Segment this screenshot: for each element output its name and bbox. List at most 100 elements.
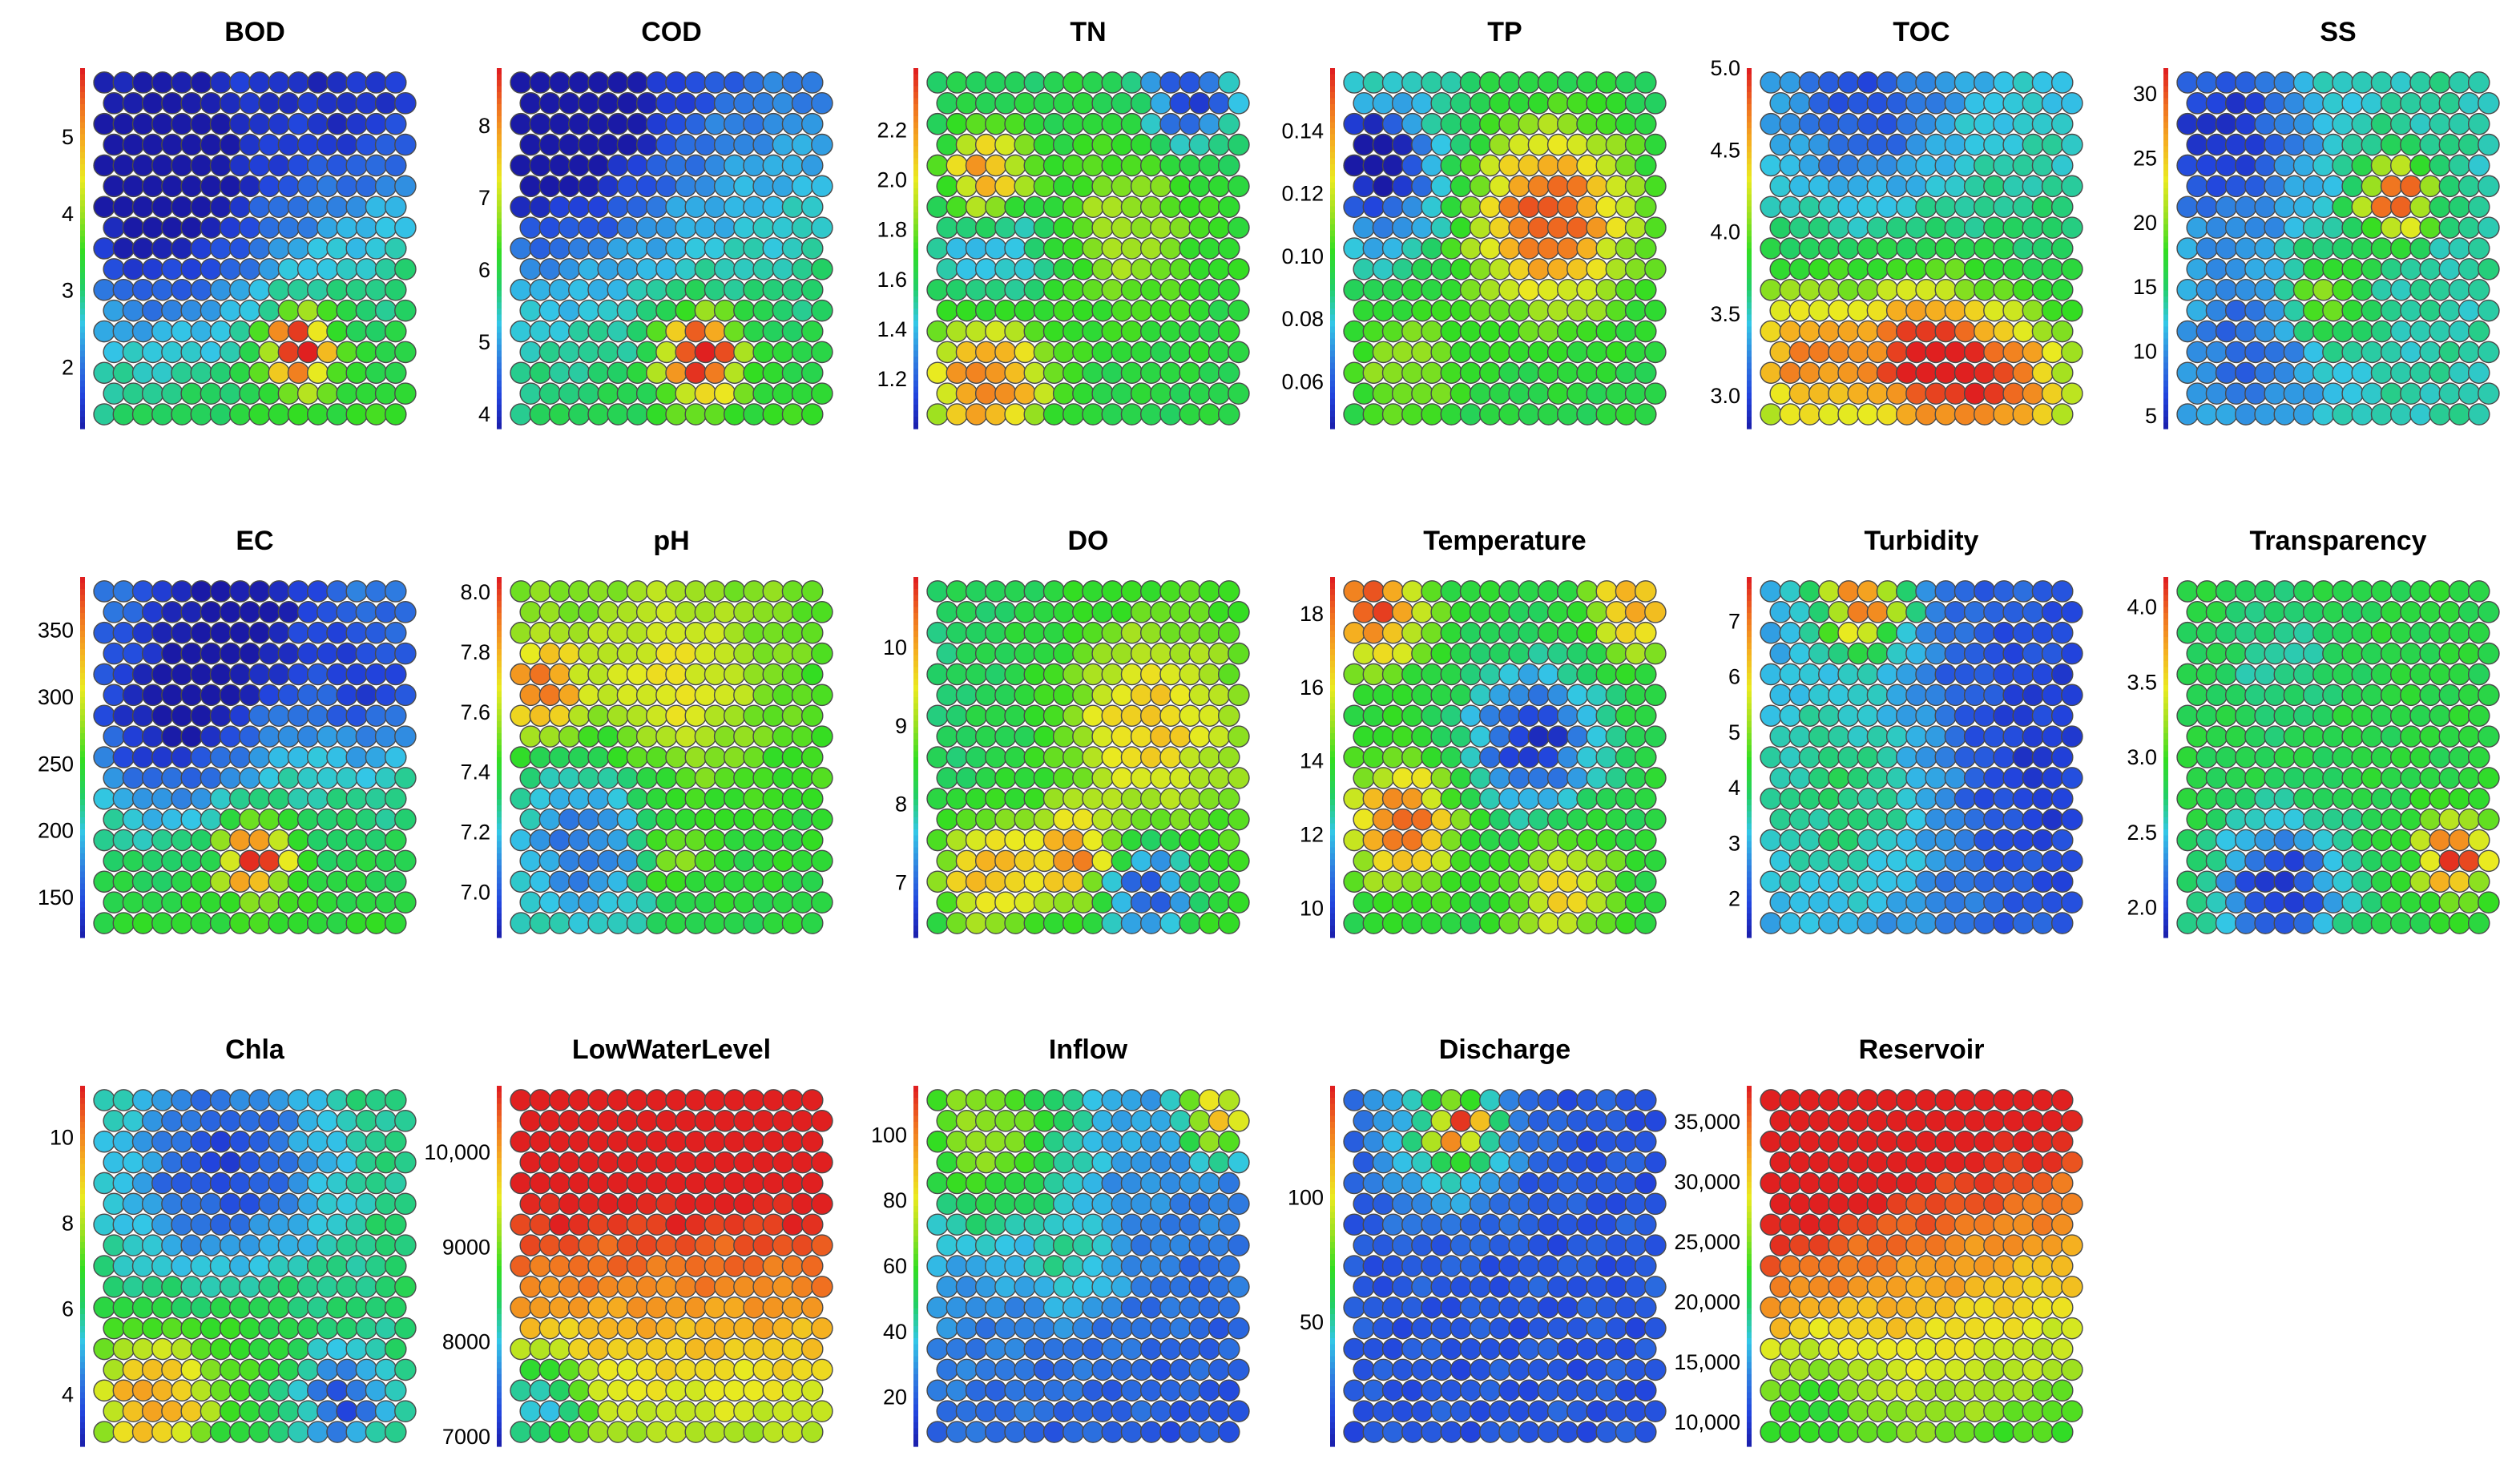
som-node xyxy=(626,580,649,603)
som-node xyxy=(394,642,417,665)
som-node xyxy=(1983,258,2006,280)
som-node xyxy=(1769,808,1792,831)
som-node xyxy=(1343,621,1365,644)
som-node xyxy=(374,601,397,623)
som-node xyxy=(811,299,833,322)
colorbar-segment xyxy=(1747,763,1752,770)
som-node xyxy=(800,912,824,934)
som-node xyxy=(1217,1089,1240,1111)
som-node xyxy=(1159,278,1182,301)
som-node xyxy=(675,1151,697,1174)
som-node xyxy=(171,1089,193,1111)
som-node xyxy=(2478,642,2500,665)
som-node xyxy=(219,767,242,789)
som-node xyxy=(345,278,369,301)
som-node xyxy=(762,1379,785,1402)
som-node xyxy=(597,1276,620,1298)
colorbar-segment xyxy=(1330,68,1335,75)
som-node xyxy=(1469,133,1492,156)
colorbar-segment xyxy=(913,655,918,662)
som-node xyxy=(1004,621,1026,644)
som-node xyxy=(2458,216,2481,239)
colorbar-tick-label: 9 xyxy=(895,714,907,738)
som-node xyxy=(1615,196,1638,219)
som-node xyxy=(791,299,814,322)
som-node xyxy=(713,808,736,831)
som-node xyxy=(510,361,532,385)
som-node xyxy=(112,580,135,603)
som-node xyxy=(1925,891,1947,913)
som-node xyxy=(258,341,280,364)
som-node xyxy=(1769,216,1792,239)
som-node xyxy=(355,808,378,831)
som-node xyxy=(2186,299,2209,322)
som-node xyxy=(248,1130,271,1153)
som-node xyxy=(2176,154,2199,177)
som-node xyxy=(296,1276,320,1298)
som-node xyxy=(578,1317,600,1340)
som-node xyxy=(965,361,988,385)
colorbar-segment xyxy=(497,1290,502,1297)
som-node xyxy=(2438,92,2462,115)
som-node xyxy=(1954,403,1977,425)
som-node xyxy=(1430,642,1454,665)
colorbar-segment xyxy=(497,194,502,201)
colorbar-segment xyxy=(2163,272,2168,280)
som-node xyxy=(2341,601,2364,623)
colorbar-segment xyxy=(913,1086,918,1093)
som-node xyxy=(1798,912,1821,934)
som-node xyxy=(2409,361,2432,385)
colorbar-segment xyxy=(1747,116,1752,123)
som-node xyxy=(743,278,765,301)
som-node xyxy=(510,112,532,135)
som-node xyxy=(93,621,115,644)
som-node xyxy=(1004,1172,1026,1195)
colorbar-tick-label: 6 xyxy=(1728,665,1740,689)
som-node xyxy=(1023,278,1046,301)
som-node xyxy=(2419,216,2441,239)
som-node xyxy=(1421,580,1443,603)
colorbar-segment xyxy=(1330,326,1335,333)
som-node xyxy=(1595,580,1619,603)
som-node xyxy=(1421,829,1443,852)
som-node xyxy=(2438,341,2462,364)
som-node xyxy=(646,1130,668,1153)
som-node xyxy=(2215,403,2238,425)
som-node xyxy=(800,1337,824,1361)
colorbar-segment xyxy=(1330,158,1335,165)
colorbar-segment xyxy=(1747,170,1752,177)
som-node xyxy=(287,704,310,728)
som-node xyxy=(2224,642,2248,665)
colorbar-segment xyxy=(913,811,918,818)
som-node xyxy=(772,299,795,322)
som-node xyxy=(743,1379,765,1402)
som-node xyxy=(384,870,407,893)
som-node xyxy=(365,361,388,385)
som-node xyxy=(1876,829,1899,852)
som-node xyxy=(1150,767,1172,789)
som-node xyxy=(1557,237,1579,260)
som-node xyxy=(2302,767,2325,789)
som-node xyxy=(646,196,668,219)
som-node xyxy=(112,1130,135,1153)
som-node xyxy=(800,320,824,343)
som-node xyxy=(171,663,193,686)
som-node xyxy=(258,1192,280,1216)
som-node xyxy=(510,746,532,768)
som-node xyxy=(2041,808,2064,831)
som-node xyxy=(926,1130,949,1153)
som-node xyxy=(355,642,378,665)
som-node xyxy=(355,258,378,280)
som-node xyxy=(2419,891,2441,913)
colorbar-segment xyxy=(913,146,918,153)
som-node xyxy=(558,258,581,280)
som-node xyxy=(704,704,727,728)
som-node xyxy=(985,361,1007,385)
som-node xyxy=(1372,299,1395,322)
colorbar-segment xyxy=(1747,805,1752,813)
som-node xyxy=(1353,849,1376,873)
colorbar-segment xyxy=(1330,236,1335,244)
colorbar-segment xyxy=(80,128,85,135)
colorbar-segment xyxy=(80,787,85,794)
som-node xyxy=(131,704,155,728)
